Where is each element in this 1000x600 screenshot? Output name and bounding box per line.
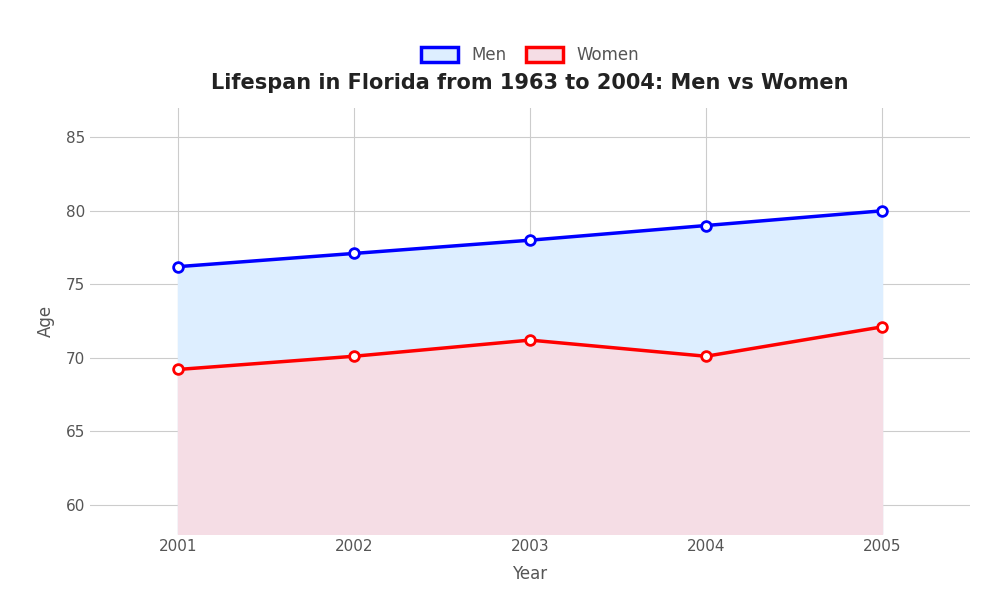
X-axis label: Year: Year (512, 565, 548, 583)
Title: Lifespan in Florida from 1963 to 2004: Men vs Women: Lifespan in Florida from 1963 to 2004: M… (211, 73, 849, 92)
Legend: Men, Women: Men, Women (414, 40, 646, 71)
Y-axis label: Age: Age (37, 305, 55, 337)
